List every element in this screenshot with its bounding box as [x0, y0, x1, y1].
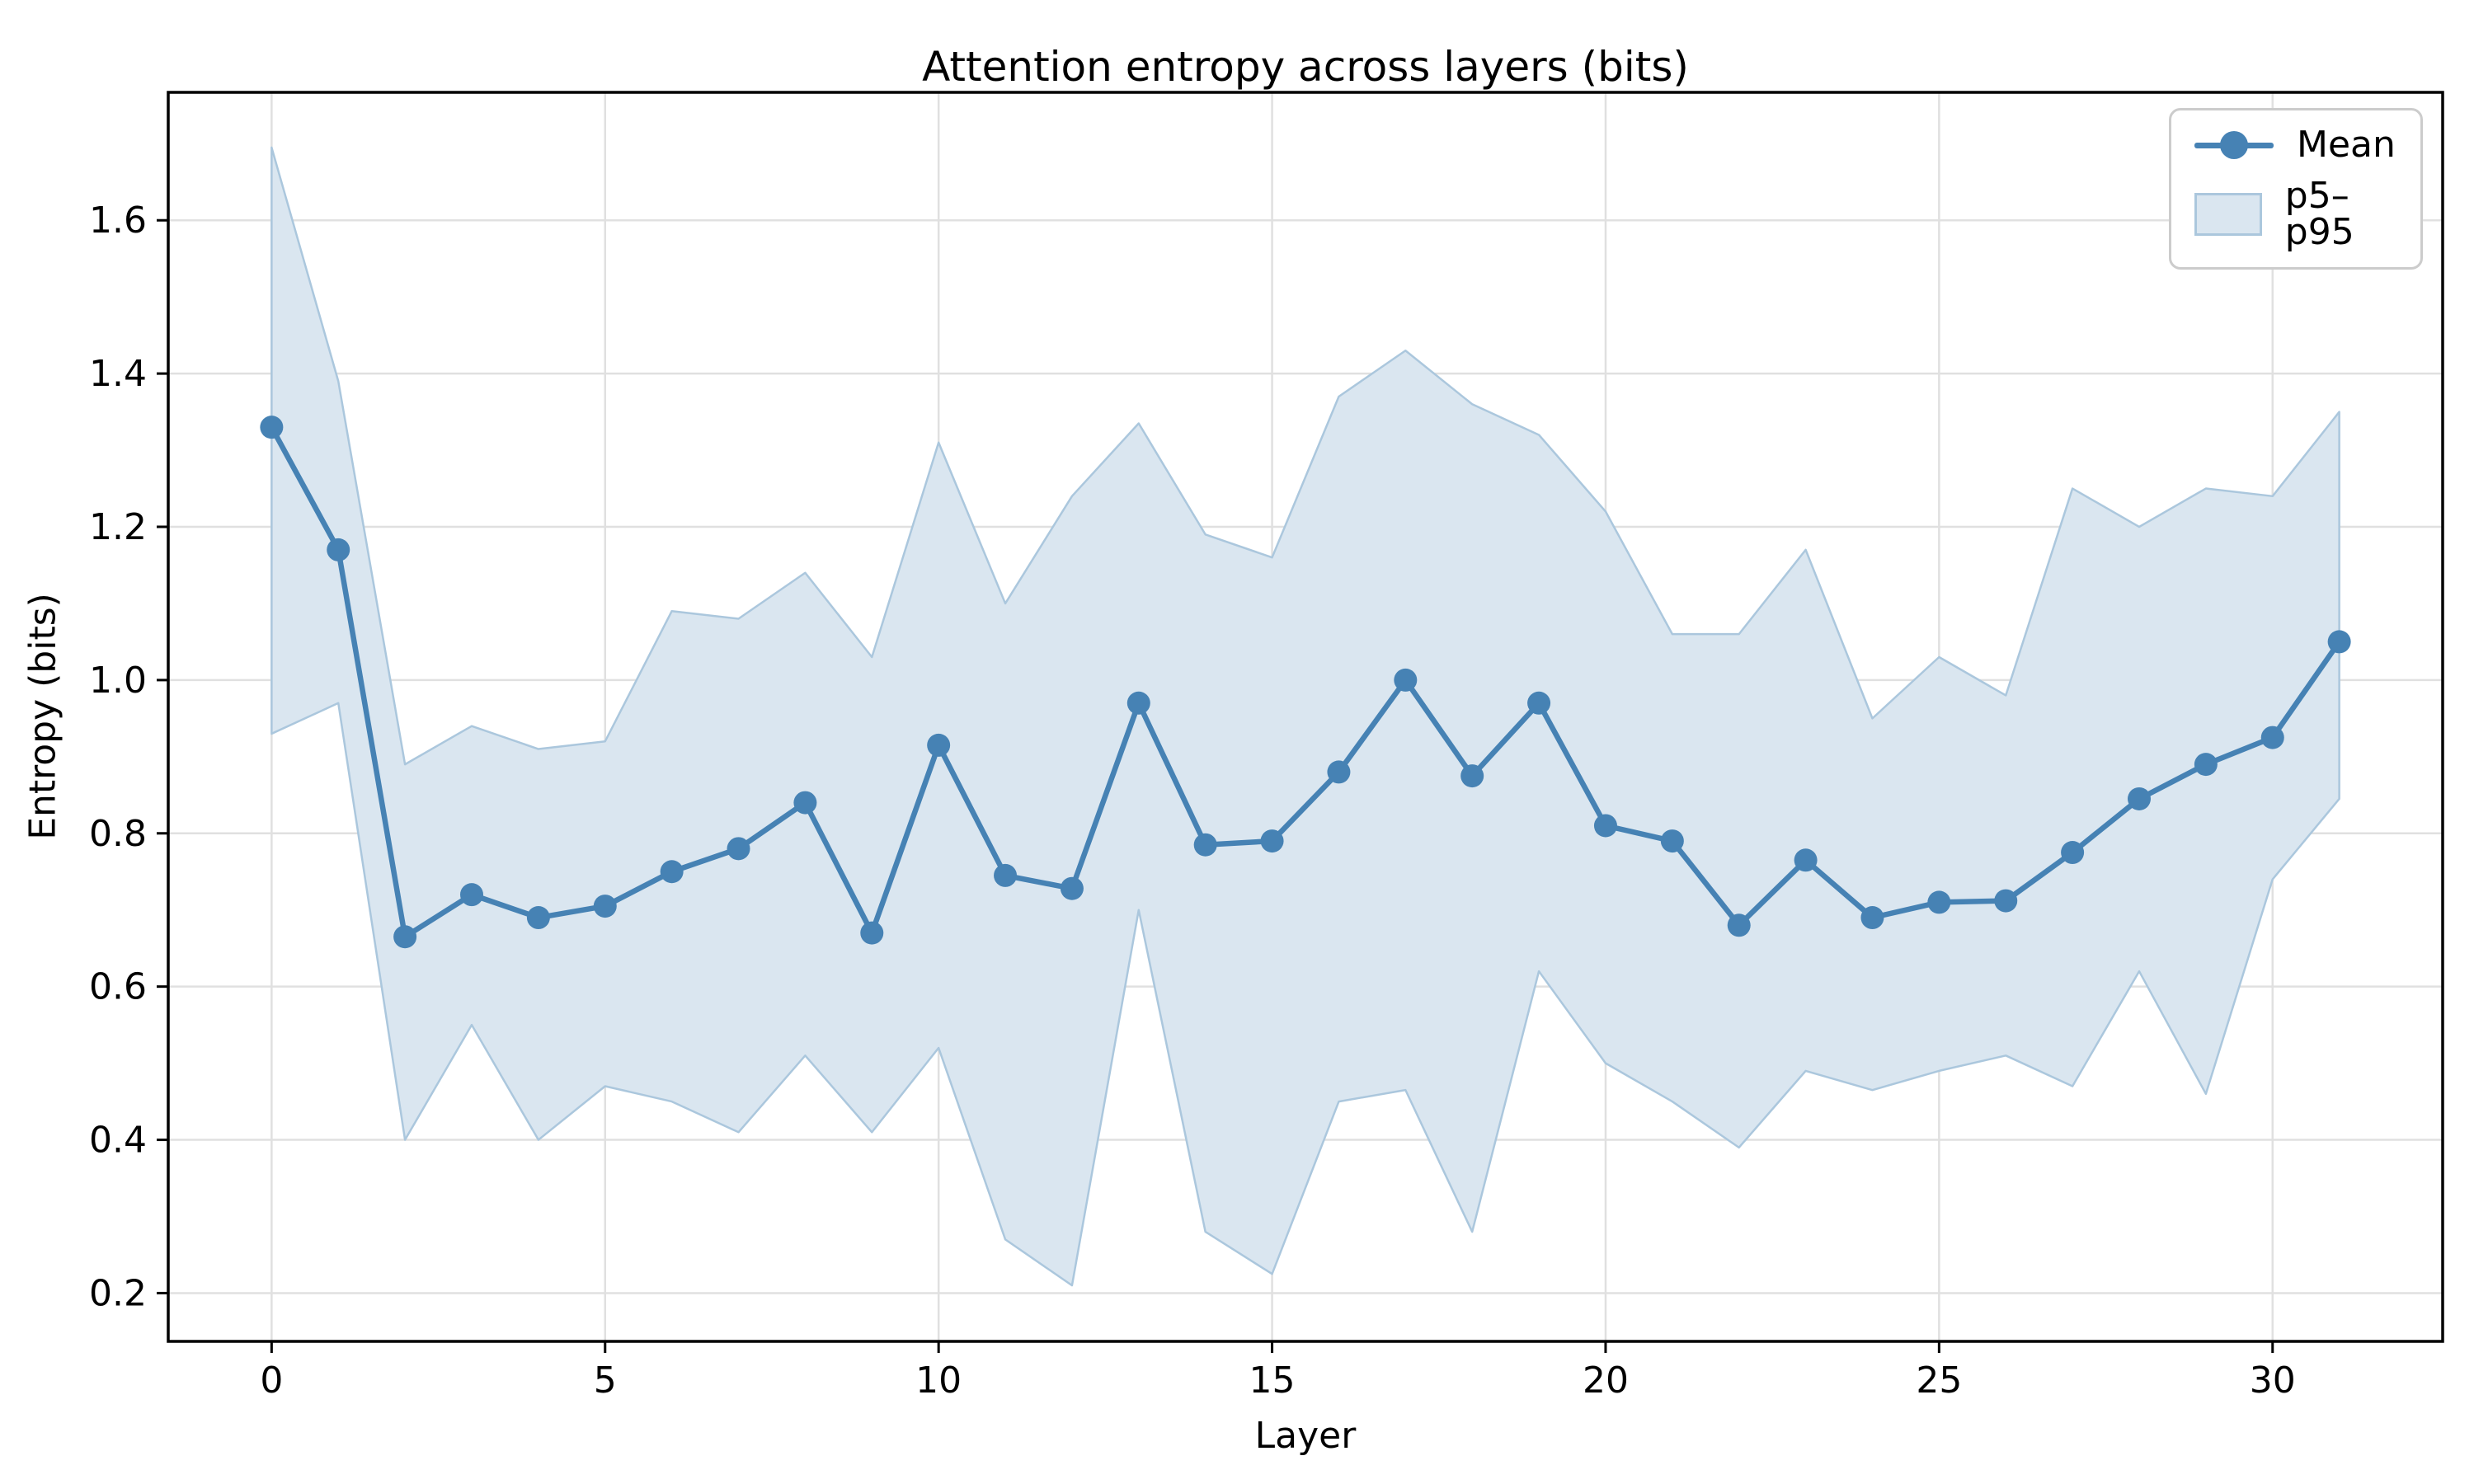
- legend-label: Mean: [2297, 124, 2396, 166]
- y-tick-label: 0.4: [89, 1120, 147, 1162]
- y-tick-label: 1.4: [89, 353, 147, 395]
- x-axis-label: Layer: [1254, 1415, 1357, 1457]
- data-point: [2260, 726, 2284, 749]
- data-point: [1727, 913, 1751, 937]
- x-tick-label: 25: [1916, 1360, 1962, 1402]
- x-tick-label: 20: [1583, 1360, 1629, 1402]
- y-axis-ticks: [157, 218, 168, 1294]
- data-point: [2194, 753, 2218, 777]
- mean-line-icon: [2194, 131, 2274, 159]
- data-point: [2327, 630, 2351, 654]
- data-point: [1860, 906, 1884, 930]
- band-patch-icon: [2194, 193, 2262, 236]
- legend-item-band: p5–p95: [2194, 178, 2397, 251]
- x-tick-label: 10: [915, 1360, 962, 1402]
- data-point: [1593, 814, 1617, 838]
- data-point: [994, 863, 1018, 887]
- y-tick-label: 0.8: [89, 813, 147, 855]
- mean-markers: [260, 416, 2351, 949]
- legend-item-mean: Mean: [2194, 127, 2397, 163]
- data-point: [1260, 829, 1284, 853]
- data-point: [1193, 833, 1217, 857]
- x-tick-labels: 0 5 10 15 20 25 30: [260, 1360, 2295, 1402]
- data-point: [1794, 848, 1818, 872]
- data-point: [2127, 787, 2151, 810]
- data-point: [793, 791, 817, 815]
- y-tick-label: 1.6: [89, 200, 147, 242]
- data-point: [1994, 889, 2018, 913]
- chart-title: Attention entropy across layers (bits): [922, 43, 1689, 91]
- data-point: [1927, 890, 1951, 914]
- x-tick-label: 5: [594, 1360, 617, 1402]
- data-point: [1527, 691, 1551, 715]
- y-tick-label: 1.0: [89, 660, 147, 702]
- data-point: [1060, 876, 1084, 900]
- marker-dot-icon: [2220, 131, 2248, 159]
- x-tick-label: 30: [2250, 1360, 2296, 1402]
- data-point: [526, 906, 550, 930]
- y-tick-labels: 0.2 0.4 0.6 0.8 1.0 1.2 1.4 1.6: [89, 200, 147, 1314]
- data-point: [660, 860, 684, 884]
- legend-label: p5–p95: [2284, 175, 2354, 253]
- data-point: [1394, 668, 1418, 692]
- x-tick-label: 0: [260, 1360, 283, 1402]
- data-point: [927, 733, 951, 757]
- y-tick-label: 0.2: [89, 1272, 147, 1314]
- data-point: [1126, 691, 1150, 715]
- data-point: [860, 921, 884, 945]
- legend: Mean p5–p95: [2169, 108, 2423, 270]
- data-point: [1327, 760, 1351, 784]
- x-tick-label: 15: [1249, 1360, 1296, 1402]
- data-point: [327, 538, 350, 561]
- data-point: [260, 416, 284, 439]
- data-point: [727, 837, 750, 861]
- data-point: [460, 883, 484, 907]
- data-point: [2061, 841, 2085, 865]
- y-tick-label: 0.6: [89, 966, 147, 1008]
- data-point: [393, 925, 417, 949]
- data-point: [1460, 764, 1484, 788]
- data-point: [593, 895, 617, 918]
- x-axis-ticks: [270, 1341, 2274, 1353]
- y-axis-label: Entropy (bits): [21, 593, 64, 840]
- band-area: [270, 146, 2340, 1287]
- y-tick-label: 1.2: [89, 506, 147, 548]
- data-point: [1660, 829, 1684, 853]
- plot-border: [167, 91, 2444, 1343]
